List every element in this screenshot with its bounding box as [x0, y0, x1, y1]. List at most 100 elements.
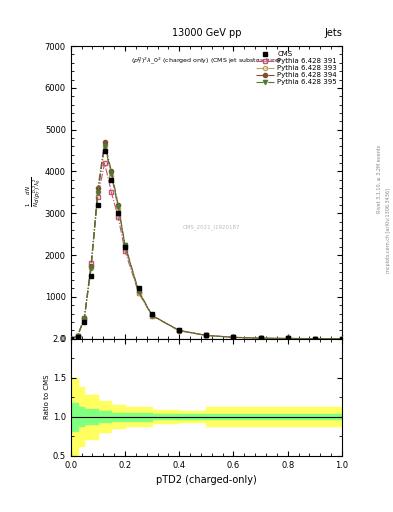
CMS	[258, 335, 263, 341]
Text: 13000 GeV pp: 13000 GeV pp	[172, 28, 241, 38]
Pythia 6.428 395	[204, 332, 209, 338]
Pythia 6.428 393	[102, 143, 107, 150]
Pythia 6.428 394	[123, 242, 127, 248]
Pythia 6.428 391	[68, 335, 73, 342]
Pythia 6.428 394	[68, 335, 73, 342]
Pythia 6.428 394	[136, 288, 141, 294]
Pythia 6.428 394	[116, 202, 121, 208]
Pythia 6.428 395	[82, 316, 86, 322]
Pythia 6.428 395	[258, 335, 263, 342]
Pythia 6.428 395	[109, 170, 114, 177]
Pythia 6.428 395	[102, 142, 107, 148]
Pythia 6.428 395	[177, 328, 182, 334]
Line: CMS: CMS	[69, 148, 344, 340]
Pythia 6.428 393	[116, 206, 121, 212]
Pythia 6.428 391	[95, 194, 100, 200]
CMS	[231, 334, 236, 340]
Pythia 6.428 393	[82, 315, 86, 322]
Pythia 6.428 394	[231, 334, 236, 340]
CMS	[75, 333, 80, 339]
Text: Jets: Jets	[324, 28, 342, 38]
Pythia 6.428 391	[340, 335, 344, 342]
Pythia 6.428 391	[89, 260, 94, 266]
Pythia 6.428 395	[150, 313, 154, 319]
Pythia 6.428 393	[231, 334, 236, 340]
Pythia 6.428 393	[136, 290, 141, 296]
Y-axis label: $\frac{1}{N}\frac{dN}{d(p_T^D)^2\lambda_0^2}$: $\frac{1}{N}\frac{dN}{d(p_T^D)^2\lambda_…	[24, 177, 43, 207]
Pythia 6.428 391	[177, 327, 182, 333]
Pythia 6.428 391	[285, 335, 290, 342]
Pythia 6.428 395	[68, 335, 73, 342]
Pythia 6.428 393	[258, 335, 263, 342]
Text: Rivet 3.1.10, ≥ 3.2M events: Rivet 3.1.10, ≥ 3.2M events	[377, 145, 382, 214]
Pythia 6.428 391	[231, 334, 236, 340]
CMS	[204, 332, 209, 338]
CMS	[68, 335, 73, 342]
CMS	[109, 177, 114, 183]
Text: mcplots.cern.ch [arXiv:1306.3436]: mcplots.cern.ch [arXiv:1306.3436]	[386, 188, 391, 273]
Pythia 6.428 395	[95, 190, 100, 196]
Pythia 6.428 394	[258, 335, 263, 342]
Pythia 6.428 393	[89, 265, 94, 271]
Pythia 6.428 391	[312, 335, 317, 342]
Line: Pythia 6.428 391: Pythia 6.428 391	[69, 161, 344, 340]
Pythia 6.428 395	[340, 335, 344, 342]
CMS	[150, 310, 154, 316]
CMS	[340, 335, 344, 342]
Pythia 6.428 395	[231, 334, 236, 340]
Pythia 6.428 393	[109, 173, 114, 179]
Pythia 6.428 393	[95, 189, 100, 196]
Pythia 6.428 394	[340, 335, 344, 342]
Pythia 6.428 393	[68, 335, 73, 342]
Pythia 6.428 394	[82, 315, 86, 321]
Line: Pythia 6.428 394: Pythia 6.428 394	[69, 140, 344, 340]
Pythia 6.428 395	[285, 335, 290, 342]
Pythia 6.428 393	[177, 328, 182, 334]
Pythia 6.428 395	[123, 242, 127, 248]
Pythia 6.428 394	[150, 312, 154, 318]
Pythia 6.428 395	[75, 333, 80, 339]
CMS	[89, 273, 94, 279]
Pythia 6.428 393	[312, 335, 317, 342]
CMS	[102, 147, 107, 154]
CMS	[177, 327, 182, 333]
Line: Pythia 6.428 395: Pythia 6.428 395	[69, 143, 344, 340]
Pythia 6.428 391	[102, 160, 107, 166]
CMS	[95, 202, 100, 208]
CMS	[136, 285, 141, 291]
Line: Pythia 6.428 393: Pythia 6.428 393	[69, 144, 344, 340]
X-axis label: pTD2 (charged-only): pTD2 (charged-only)	[156, 475, 257, 485]
CMS	[123, 244, 127, 250]
Pythia 6.428 393	[150, 313, 154, 319]
Pythia 6.428 394	[312, 335, 317, 342]
Pythia 6.428 391	[136, 290, 141, 296]
Text: CMS_2021_I1920187: CMS_2021_I1920187	[183, 225, 241, 230]
Pythia 6.428 393	[285, 335, 290, 342]
Pythia 6.428 391	[116, 215, 121, 221]
Pythia 6.428 394	[109, 168, 114, 175]
Pythia 6.428 391	[109, 189, 114, 196]
Pythia 6.428 395	[116, 204, 121, 210]
Text: $(p_T^D)^2\lambda\_0^2$ (charged only) (CMS jet substructure): $(p_T^D)^2\lambda\_0^2$ (charged only) (…	[131, 55, 282, 66]
CMS	[116, 210, 121, 217]
CMS	[312, 335, 317, 342]
CMS	[82, 319, 86, 325]
Pythia 6.428 394	[204, 332, 209, 338]
Legend: CMS, Pythia 6.428 391, Pythia 6.428 393, Pythia 6.428 394, Pythia 6.428 395: CMS, Pythia 6.428 391, Pythia 6.428 393,…	[255, 50, 338, 87]
CMS	[285, 335, 290, 342]
Pythia 6.428 393	[123, 244, 127, 250]
Pythia 6.428 391	[204, 332, 209, 338]
Pythia 6.428 393	[204, 332, 209, 338]
Pythia 6.428 394	[177, 328, 182, 334]
Pythia 6.428 393	[75, 333, 80, 339]
Pythia 6.428 391	[123, 248, 127, 254]
Pythia 6.428 395	[312, 335, 317, 342]
Pythia 6.428 391	[75, 333, 80, 339]
Pythia 6.428 395	[89, 265, 94, 271]
Pythia 6.428 394	[75, 333, 80, 339]
Pythia 6.428 391	[258, 335, 263, 341]
Pythia 6.428 393	[340, 335, 344, 342]
Y-axis label: Ratio to CMS: Ratio to CMS	[44, 375, 50, 419]
Pythia 6.428 391	[150, 313, 154, 319]
Pythia 6.428 394	[89, 263, 94, 269]
